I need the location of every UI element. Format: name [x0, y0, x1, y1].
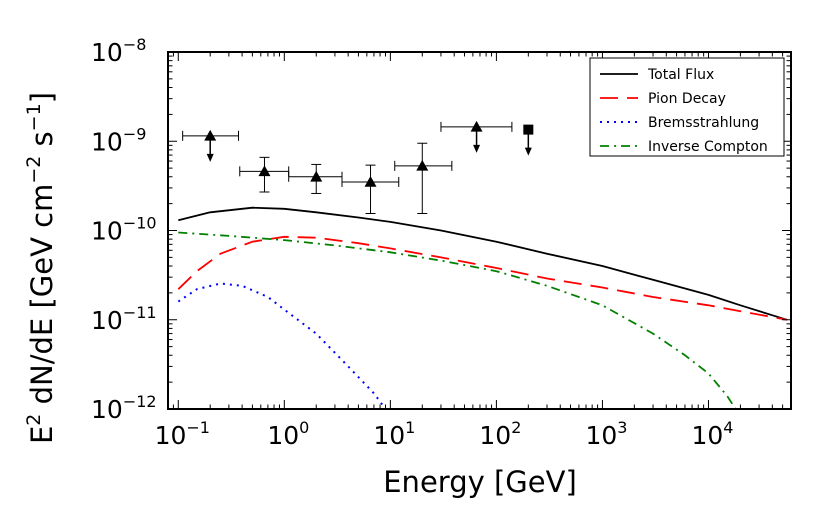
x-tick-label: 100: [267, 418, 309, 450]
y-axis-label-e: E: [25, 426, 59, 444]
y-axis-label-s: s: [25, 131, 59, 155]
series-line-total-flux: [178, 206, 788, 321]
upper-limit-arrow-head: [524, 147, 532, 156]
legend-label: Bremsstrahlung: [648, 115, 759, 131]
legend-label: Inverse Compton: [648, 139, 768, 155]
data-point: [288, 163, 343, 194]
legend-entries: Total Flux Pion Decay Bremsstrahlung Invers…: [600, 67, 768, 155]
y-tick-label: 10−8: [91, 35, 146, 67]
tick-labels-layer: 10−1 100 101 102 103 104 10−12 10−11 10−10 10−9 10…: [91, 35, 733, 450]
triangle-marker: [310, 170, 323, 182]
upper-limit-point: [440, 120, 513, 153]
x-tick-label: 10−1: [155, 418, 210, 450]
data-points-layer: [182, 120, 534, 215]
legend-entry-total-flux: Total Flux: [600, 67, 714, 83]
data-point: [239, 156, 290, 193]
upper-limit-point: [523, 124, 534, 156]
series-line-pion-decay: [177, 235, 788, 321]
upper-limit-arrow-head: [473, 144, 481, 153]
y-axis-label: E2 dN/dE [GeV cm−2 s−1]: [23, 92, 59, 444]
triangle-marker: [416, 159, 429, 171]
y-axis-label-close: ]: [25, 92, 59, 103]
upper-limit-arrow-head: [206, 153, 214, 162]
x-axis-label: Energy [GeV]: [383, 465, 577, 499]
y-tick-label: 10−9: [91, 124, 146, 156]
legend-label: Total Flux: [647, 67, 714, 83]
y-axis-label-exp-cm: −2: [23, 156, 45, 184]
curves-layer: [177, 206, 788, 409]
series-line-inverse-compton: [178, 231, 737, 409]
y-axis-label-mid: dN/dE [GeV cm: [25, 184, 59, 414]
y-tick-label: 10−11: [91, 303, 157, 335]
data-point: [394, 142, 453, 215]
x-tick-label: 104: [691, 418, 733, 450]
x-tick-label: 102: [479, 418, 521, 450]
x-tick-label: 101: [373, 418, 415, 450]
y-tick-label: 10−10: [91, 214, 157, 246]
series-line-bremsstrahlung: [177, 282, 387, 409]
triangle-marker: [470, 120, 483, 132]
legend-label: Pion Decay: [648, 91, 726, 107]
legend-entry-inverse-compton: Inverse Compton: [600, 139, 768, 155]
data-point: [341, 164, 400, 215]
ticks-layer: [167, 51, 792, 410]
legend-entry-pion-decay: Pion Decay: [600, 91, 726, 107]
triangle-marker: [204, 129, 217, 141]
legend: Total Flux Pion Decay Bremsstrahlung Invers…: [589, 57, 785, 157]
upper-limit-point: [182, 129, 240, 162]
triangle-marker: [364, 175, 377, 187]
x-tick-label: 103: [585, 418, 627, 450]
triangle-marker: [258, 165, 271, 177]
y-axis-label-exp-s: −1: [23, 103, 45, 131]
y-tick-label: 10−12: [91, 392, 157, 424]
legend-entry-bremsstrahlung: Bremsstrahlung: [600, 115, 759, 131]
square-marker: [523, 124, 534, 135]
y-axis-label-exp2: 2: [23, 414, 45, 426]
